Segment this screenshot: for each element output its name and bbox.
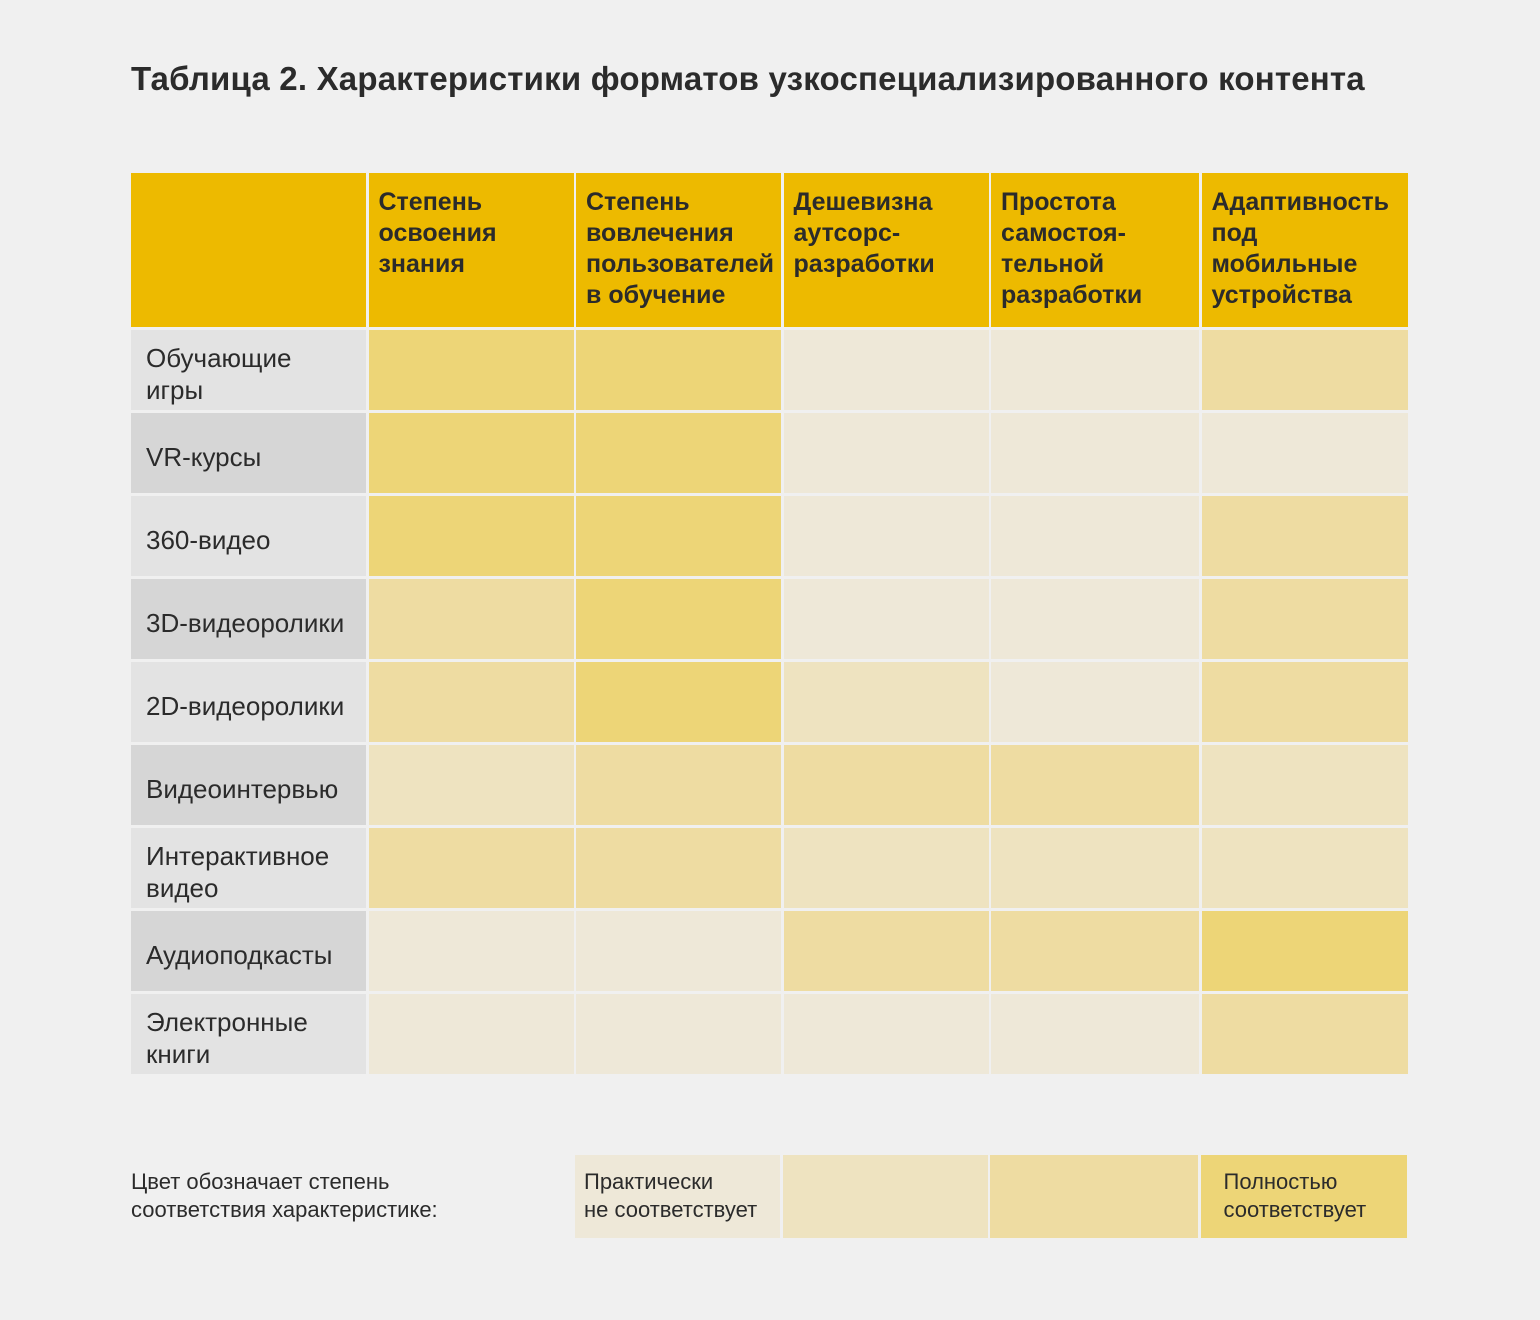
row-header: 3D-видеоролики <box>131 578 366 659</box>
heatmap-cell <box>368 578 574 659</box>
legend-level-1: Практически не соответствует <box>575 1155 780 1238</box>
heatmap-cell <box>783 329 989 410</box>
heatmap-cell <box>1201 661 1408 742</box>
header-corner <box>131 173 366 327</box>
column-header: Простота самостоя- тельной разработки <box>991 173 1199 327</box>
heatmap-cell <box>991 495 1199 576</box>
column-header: Степень вовлечения пользователей в обуче… <box>576 173 781 327</box>
heatmap-cell <box>991 578 1199 659</box>
heatmap-cell <box>783 412 989 493</box>
heatmap-cell <box>368 495 574 576</box>
row-header: Обучающие игры <box>131 329 366 410</box>
heatmap-cell <box>783 910 989 991</box>
legend-level-4: Полностью соответствует <box>1200 1155 1407 1238</box>
heatmap-cell <box>783 661 989 742</box>
row-header: Аудиоподкасты <box>131 910 366 991</box>
heatmap-cell <box>1201 744 1408 825</box>
heatmap-cell <box>783 993 989 1074</box>
column-header: Дешевизна аутсорс- разработки <box>783 173 989 327</box>
heatmap-cell <box>1201 578 1408 659</box>
legend-label: Цвет обозначает степень соответствия хар… <box>131 1169 438 1222</box>
legend-level-2 <box>782 1155 988 1238</box>
heatmap-cell <box>1201 495 1408 576</box>
heatmap-cell <box>1201 329 1408 410</box>
legend: Практически не соответствует Полностью с… <box>575 1155 1407 1238</box>
heatmap-cell <box>783 495 989 576</box>
heatmap-cell <box>991 661 1199 742</box>
heatmap-cell <box>368 744 574 825</box>
heatmap-cell <box>991 827 1199 908</box>
heatmap-cell <box>368 910 574 991</box>
heatmap-cell <box>783 827 989 908</box>
heatmap-cell <box>576 495 781 576</box>
heatmap-cell <box>576 827 781 908</box>
row-header: 2D-видеоролики <box>131 661 366 742</box>
row-header: 360-видео <box>131 495 366 576</box>
heatmap-cell <box>1201 827 1408 908</box>
row-header: VR-курсы <box>131 412 366 493</box>
heatmap-cell <box>783 578 989 659</box>
table-title: Таблица 2. Характеристики форматов узкос… <box>131 60 1365 97</box>
heatmap-cell <box>576 993 781 1074</box>
heatmap-cell <box>1201 910 1408 991</box>
row-header: Интерактивное видео <box>131 827 366 908</box>
heatmap-cell <box>368 661 574 742</box>
column-header: Степень освоения знания <box>368 173 574 327</box>
heatmap-cell <box>1201 993 1408 1074</box>
heatmap-cell <box>1201 412 1408 493</box>
heatmap-cell <box>576 578 781 659</box>
heatmap-cell <box>783 744 989 825</box>
legend-level-3 <box>990 1155 1198 1238</box>
heatmap-cell <box>576 412 781 493</box>
heatmap-cell <box>368 329 574 410</box>
heatmap-cell <box>368 827 574 908</box>
heatmap-cell <box>576 910 781 991</box>
heatmap-cell <box>991 329 1199 410</box>
column-header: Адаптивность под мобильные устройства <box>1201 173 1408 327</box>
row-header: Видеоинтервью <box>131 744 366 825</box>
heatmap-cell <box>991 744 1199 825</box>
heatmap-cell <box>991 412 1199 493</box>
heatmap-cell <box>368 993 574 1074</box>
heatmap-cell <box>368 412 574 493</box>
heatmap-table: Степень освоения знания Степень вовлечени… <box>131 173 1408 1074</box>
row-header: Электронные книги <box>131 993 366 1074</box>
heatmap-cell <box>576 329 781 410</box>
heatmap-cell <box>991 993 1199 1074</box>
heatmap-cell <box>576 661 781 742</box>
heatmap-cell <box>576 744 781 825</box>
heatmap-cell <box>991 910 1199 991</box>
